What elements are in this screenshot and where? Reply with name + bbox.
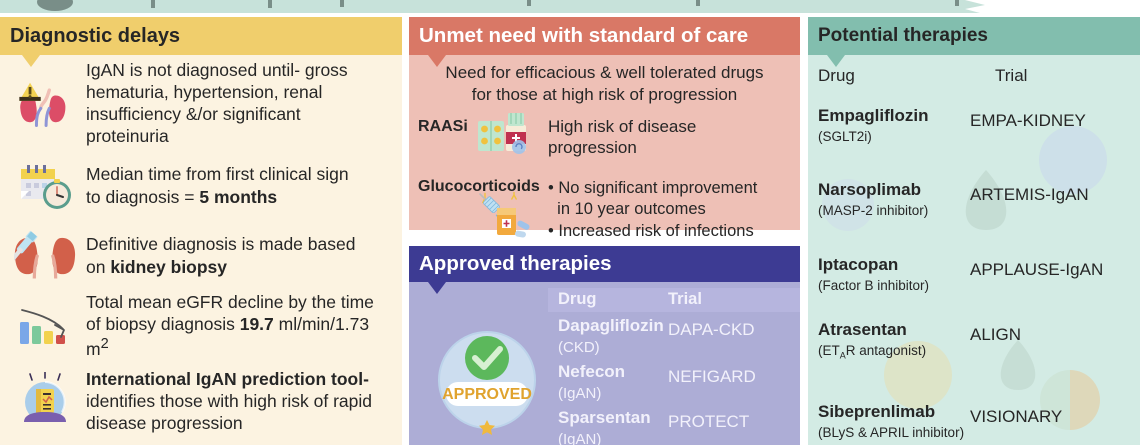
svg-text:APPROVED: APPROVED (442, 386, 532, 403)
